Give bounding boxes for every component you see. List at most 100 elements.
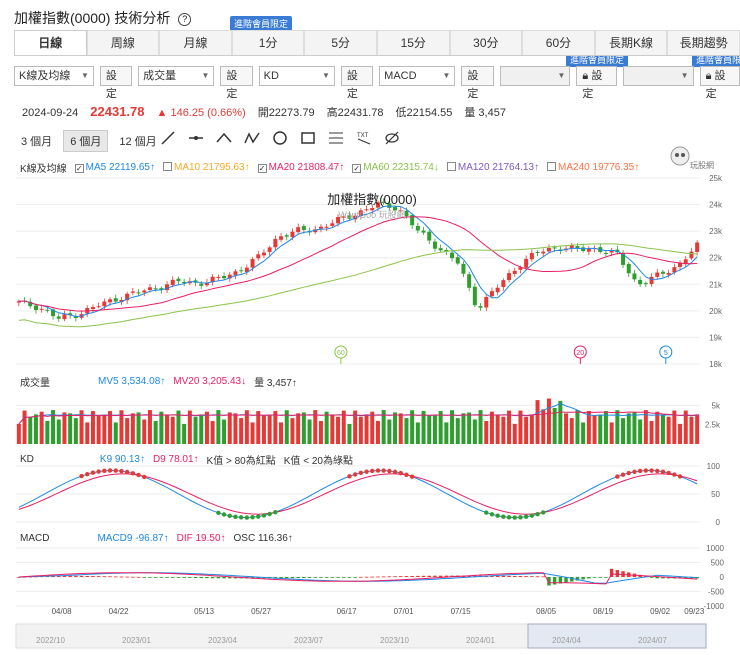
settings-button-2[interactable]: 設定 xyxy=(220,66,253,100)
tab-5min[interactable]: 5分 xyxy=(304,30,377,55)
volume-bar xyxy=(444,422,449,444)
indicator-select-3[interactable]: KD ▼ xyxy=(258,66,335,86)
x-tick-label: 07/01 xyxy=(394,607,415,616)
volume-bar xyxy=(501,416,506,444)
rect-tool-icon[interactable] xyxy=(300,130,316,146)
indicator-select-6[interactable]: ▼ xyxy=(622,66,694,86)
indicator-select-1[interactable]: K線及均線 ▼ xyxy=(14,66,94,86)
chart-title: 加權指數(0000) xyxy=(327,192,417,207)
osc-bar xyxy=(114,576,118,578)
osc-bar xyxy=(570,577,574,582)
osc-bar xyxy=(188,577,192,578)
indicator-select-2[interactable]: 成交量 ▼ xyxy=(138,66,215,86)
osc-bar xyxy=(51,575,55,577)
settings-button-6[interactable]: 🔒︎ 設定 xyxy=(699,66,740,100)
tab-60min[interactable]: 60分 xyxy=(522,30,595,55)
ma20-toggle[interactable]: ✓ MA20 21808.47↑ xyxy=(257,162,345,173)
ma240-toggle[interactable]: MA240 19776.35↑ xyxy=(547,162,639,173)
indicator-select-5[interactable]: ▼ xyxy=(499,66,571,86)
ma10-toggle[interactable]: MA10 21795.63↑ xyxy=(162,162,250,173)
tab-weekly[interactable]: 周線 xyxy=(86,30,160,55)
volume-bar xyxy=(204,411,209,444)
help-icon[interactable]: ? xyxy=(178,13,192,26)
range-6m-button[interactable]: 6 個月 xyxy=(63,130,109,152)
volume-bar xyxy=(381,410,386,444)
candle-body xyxy=(529,253,534,260)
kd-low-dot xyxy=(221,512,227,517)
fib-tool-icon[interactable] xyxy=(328,130,344,146)
volume-bar xyxy=(489,411,494,444)
candle-body xyxy=(28,301,33,307)
line-tool-icon[interactable] xyxy=(160,130,176,146)
kd-low-dot xyxy=(489,512,495,517)
tab-15min[interactable]: 15分 xyxy=(376,30,450,55)
ma120-toggle[interactable]: MA120 21764.13↑ xyxy=(446,162,539,173)
navigator-tick: 2023/01 xyxy=(122,636,151,645)
candle-body xyxy=(73,316,78,319)
angle-tool-icon[interactable] xyxy=(216,130,232,146)
y-tick-label: 1000 xyxy=(706,544,724,553)
candle-body xyxy=(56,316,61,319)
volume-bar xyxy=(39,411,44,444)
tab-long-k[interactable]: 長期K線 xyxy=(594,30,668,55)
kd-high-dot xyxy=(381,468,386,473)
tab-daily[interactable]: 日線 xyxy=(14,30,87,55)
x-tick-label: 05/27 xyxy=(251,607,272,616)
osc-bar xyxy=(17,577,21,578)
volume-bar xyxy=(689,416,694,444)
kd-high-dot xyxy=(352,472,358,477)
volume-bar xyxy=(136,412,141,444)
ma60-toggle[interactable]: ✓ MA60 22315.74↓ xyxy=(352,162,439,173)
hide-tool-icon[interactable] xyxy=(384,130,400,146)
tab-30min[interactable]: 30分 xyxy=(449,30,523,55)
zigzag-tool-icon[interactable] xyxy=(244,130,260,146)
candle-body xyxy=(649,276,654,284)
volume-bar xyxy=(90,411,95,444)
kd-high-dot xyxy=(113,468,118,473)
osc-bar xyxy=(285,577,289,579)
chevron-down-icon: ▼ xyxy=(557,71,566,80)
ma5-toggle[interactable]: ✓ MA5 22119.65↑ xyxy=(74,162,155,173)
candle-body xyxy=(330,223,335,226)
volume-bar xyxy=(370,411,375,444)
y-tick-label: 24k xyxy=(709,201,723,210)
kd-low-dot xyxy=(512,515,517,520)
y-tick-label: 0 xyxy=(716,518,721,527)
candle-body xyxy=(410,215,415,226)
svg-text:玩股網: 玩股網 xyxy=(690,160,714,170)
candle-body xyxy=(130,291,135,293)
candle-body xyxy=(603,252,608,254)
kd-high-dot xyxy=(666,470,671,476)
settings-button-3[interactable]: 設定 xyxy=(340,66,374,100)
tab-monthly[interactable]: 月線 xyxy=(159,30,232,55)
candle-body xyxy=(432,241,437,249)
circle-tool-icon[interactable] xyxy=(272,130,288,146)
candle-body xyxy=(68,313,73,316)
settings-button-5[interactable]: 🔒︎ 設定 xyxy=(576,66,617,100)
tab-1min[interactable]: 1分 xyxy=(231,30,305,55)
osc-bar xyxy=(307,577,312,578)
candle-body xyxy=(393,207,398,211)
k9-value: K9 90.13↑ xyxy=(99,454,145,465)
osc-bar xyxy=(313,577,317,578)
volume-bar xyxy=(603,411,608,444)
osc-bar xyxy=(336,577,340,578)
settings-button-1[interactable]: 設定 xyxy=(99,66,133,100)
tab-long-trend[interactable]: 長期趨勢 xyxy=(667,30,740,55)
volume-bar xyxy=(638,419,643,444)
hline-tool-icon[interactable] xyxy=(188,130,204,146)
volume-bar xyxy=(336,416,341,444)
range-3m-button[interactable]: 3 個月 xyxy=(21,136,53,148)
range-12m-button[interactable]: 12 個月 xyxy=(119,136,157,148)
macd-legend: MACD MACD9 -96.87↑ DIF 19.50↑ OSC 116.36… xyxy=(20,533,293,544)
brand-logo: 玩股網 xyxy=(668,144,716,172)
volume-bar xyxy=(626,413,631,444)
volume-bar xyxy=(364,414,369,444)
candle-body xyxy=(438,248,443,251)
settings-button-4[interactable]: 設定 xyxy=(461,66,494,100)
text-tool-icon[interactable]: TXT xyxy=(356,130,372,146)
mv5-value: MV5 3,534.08↑ xyxy=(98,376,166,387)
checkbox-icon: ✓ xyxy=(74,164,84,173)
indicator-select-4[interactable]: MACD ▼ xyxy=(379,66,456,86)
